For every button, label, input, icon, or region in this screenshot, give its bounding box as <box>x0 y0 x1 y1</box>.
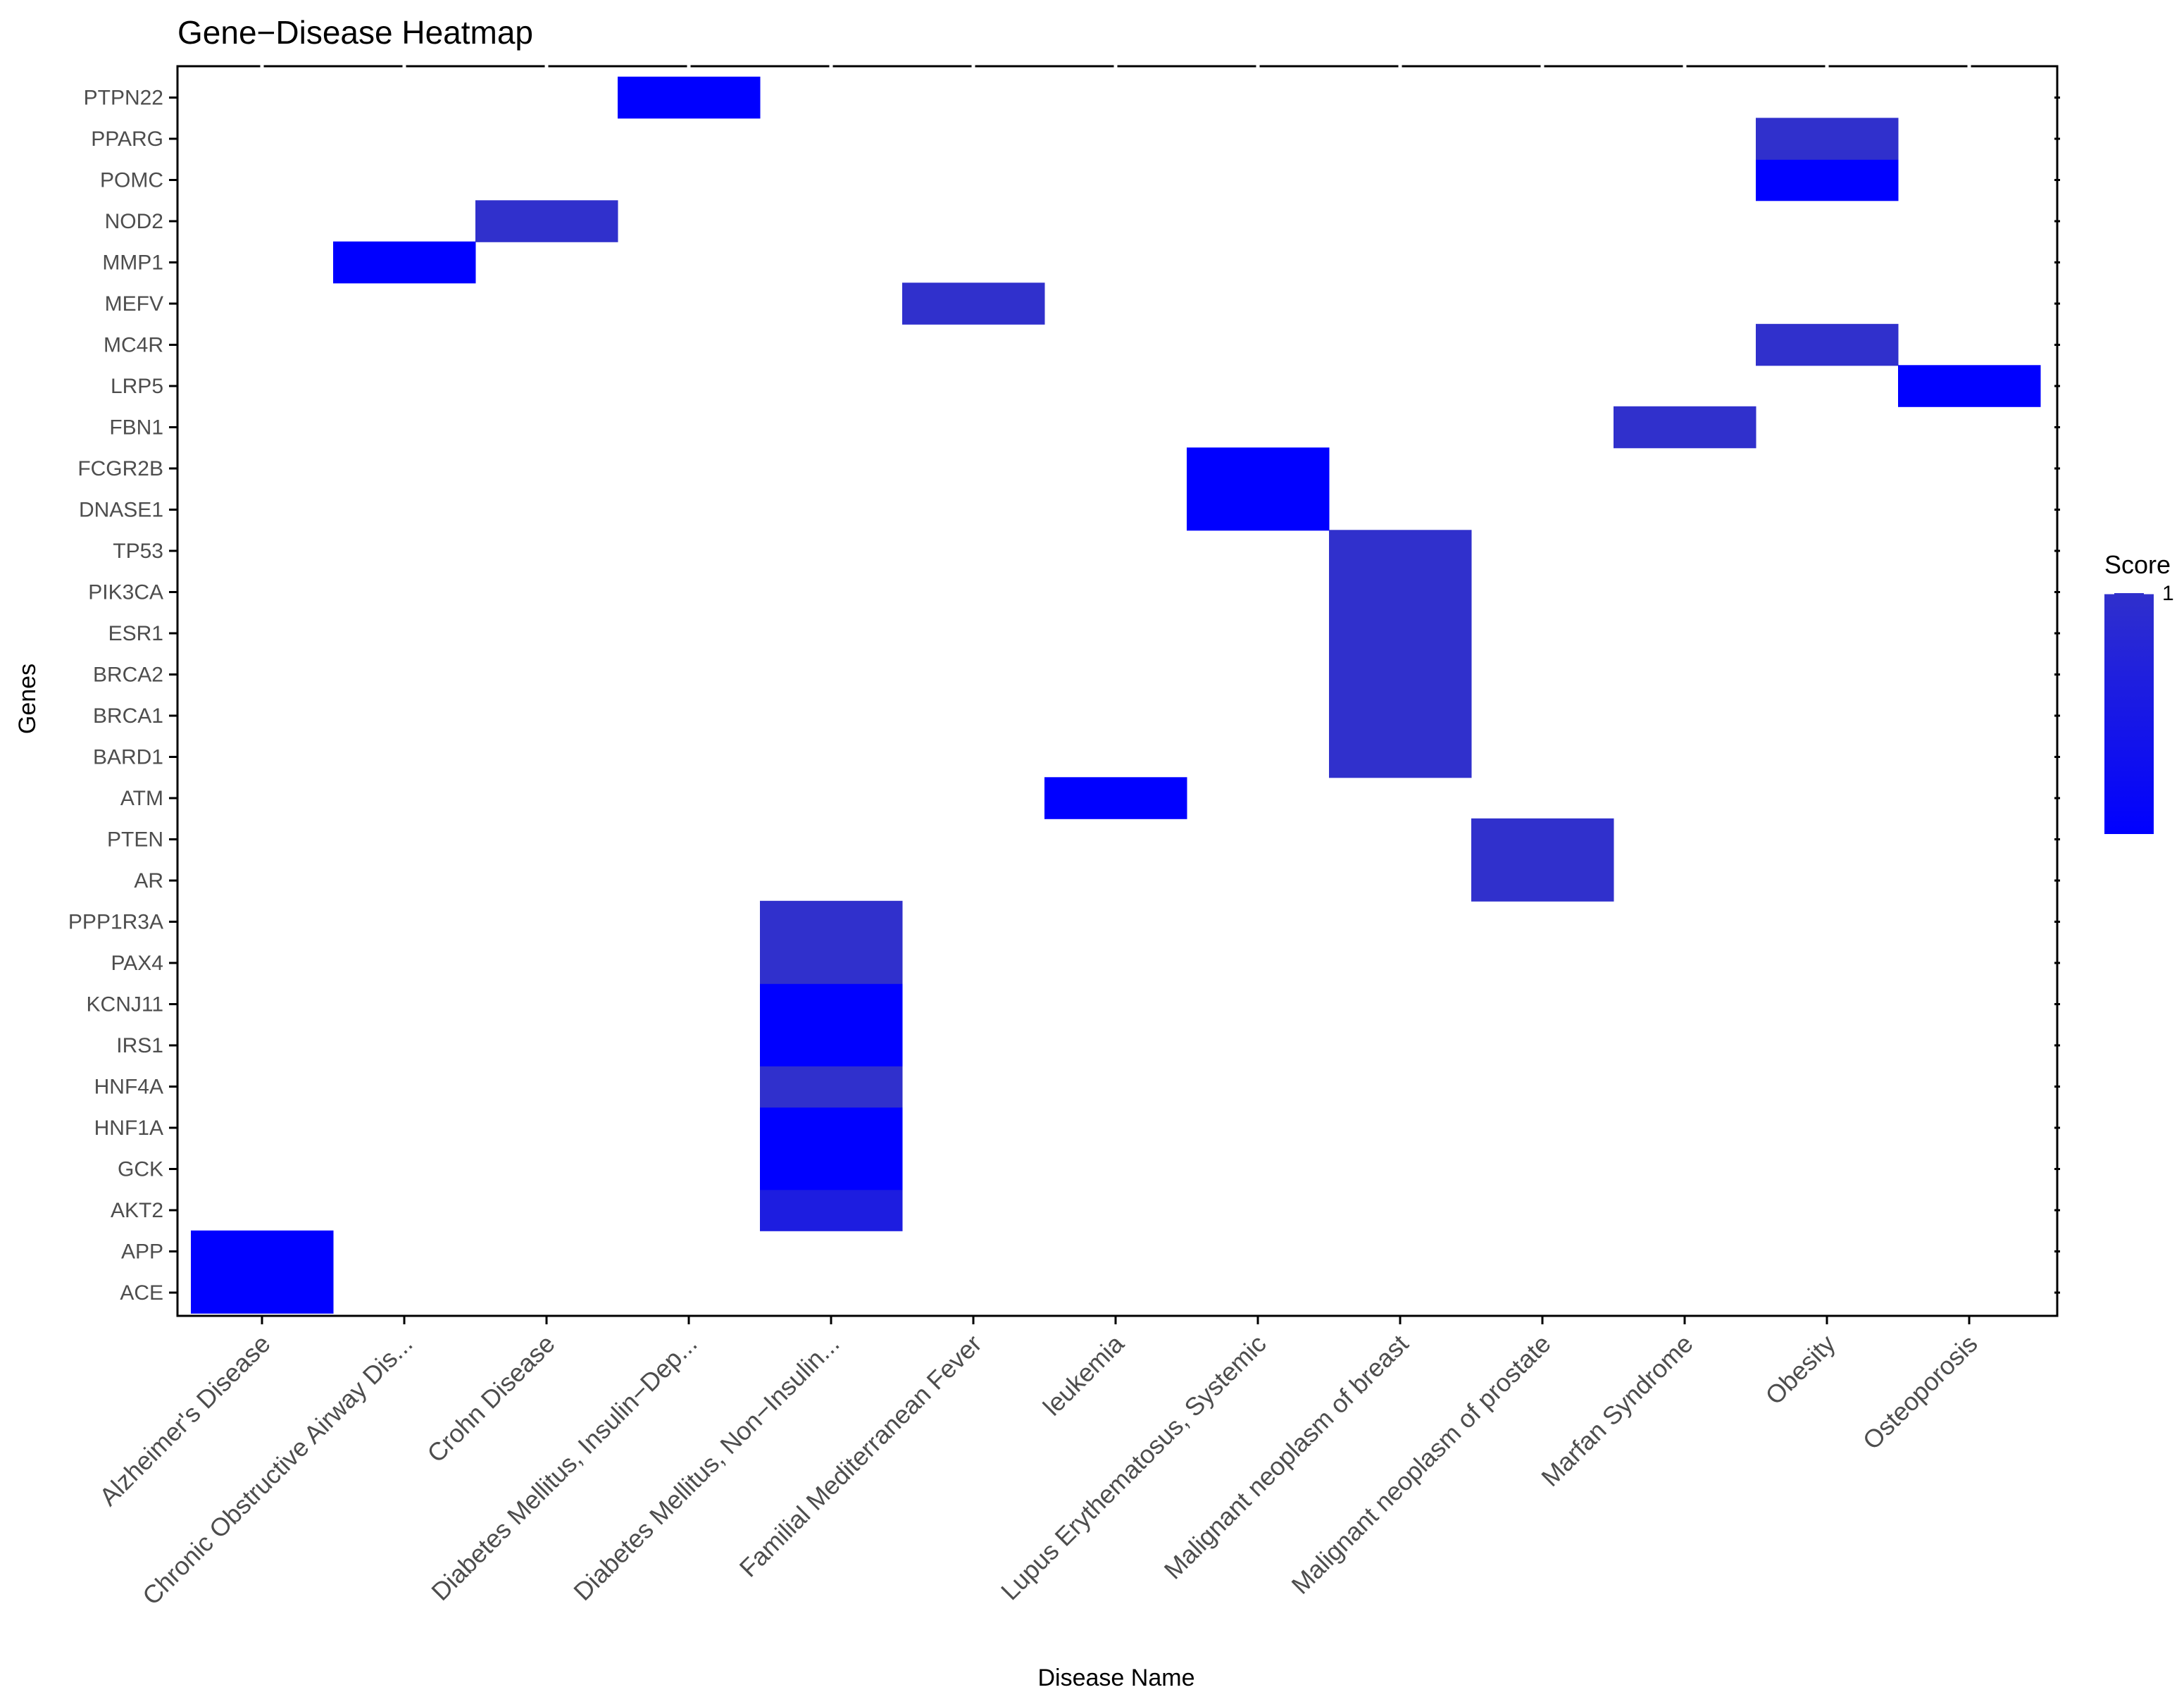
heatmap-cell-pik3ca-malignant-neoplasm-of-breast <box>1329 571 1472 614</box>
y-tick-label-kcnj11: KCNJ11 <box>87 993 163 1016</box>
heatmap-cell-brca2-malignant-neoplasm-of-breast <box>1329 653 1472 696</box>
heatmap-cell-lrp5-osteoporosis <box>1898 365 2041 407</box>
y-tick-label-akt2: AKT2 <box>111 1199 163 1222</box>
y-tick-label-mc4r: MC4R <box>104 334 163 357</box>
y-tick-label-pten: PTEN <box>107 828 163 852</box>
heatmap-cell-ptpn22-diabetes-mellitus-insulin-dep <box>618 76 761 119</box>
legend-colorbar <box>2104 593 2154 834</box>
y-axis-title: Genes <box>14 664 41 734</box>
heatmap-cell-pten-malignant-neoplasm-of-prostate <box>1471 818 1614 861</box>
y-tick-label-hnf4a: HNF4A <box>94 1076 163 1099</box>
y-tick-label-ar: AR <box>134 869 163 893</box>
heatmap-cell-ace-alzheimer-s-disease <box>191 1271 334 1314</box>
y-tick-label-brca2: BRCA2 <box>93 664 163 687</box>
y-tick-label-brca1: BRCA1 <box>93 704 163 728</box>
y-tick-label-mmp1: MMP1 <box>102 251 163 275</box>
y-tick-label-ppp1r3a: PPP1R3A <box>68 911 163 934</box>
y-tick-label-fbn1: FBN1 <box>109 416 163 440</box>
heatmap-cell-mefv-familial-mediterranean-fever <box>902 282 1045 325</box>
heatmap-cell-mc4r-obesity <box>1756 323 1899 366</box>
heatmap-cell-pparg-obesity <box>1756 118 1899 160</box>
y-tick-label-ace: ACE <box>120 1281 163 1305</box>
heatmap-cell-esr1-malignant-neoplasm-of-breast <box>1329 612 1472 654</box>
heatmap-cell-akt2-diabetes-mellitus-non-insulin <box>760 1189 903 1231</box>
heatmap-cell-kcnj11-diabetes-mellitus-non-insulin <box>760 983 903 1026</box>
heatmap-cell-fbn1-marfan-syndrome <box>1614 406 1756 449</box>
heatmap-cells <box>191 76 2041 1314</box>
chart-title: Gene−Disease Heatmap <box>177 14 533 51</box>
heatmap-cell-hnf1a-diabetes-mellitus-non-insulin <box>760 1107 903 1149</box>
y-tick-label-lrp5: LRP5 <box>111 375 163 398</box>
y-axis: ACE APP AKT2 GCK HNF1A HNF4A IRS1 KCNJ11 PAX4 PPP… <box>68 87 2060 1305</box>
y-tick-label-fcgr2b: FCGR2B <box>77 457 163 480</box>
legend: Score 1 <box>2104 550 2174 834</box>
y-tick-label-esr1: ESR1 <box>108 622 163 645</box>
heatmap-cell-hnf4a-diabetes-mellitus-non-insulin <box>760 1065 903 1108</box>
heatmap-cell-bard1-malignant-neoplasm-of-breast <box>1329 735 1472 778</box>
y-tick-label-pparg: PPARG <box>91 128 163 151</box>
y-tick-label-pomc: POMC <box>100 169 163 192</box>
y-tick-label-gck: GCK <box>118 1158 163 1181</box>
y-tick-label-dnase1: DNASE1 <box>79 499 163 522</box>
heatmap-cell-tp53-malignant-neoplasm-of-breast <box>1329 530 1472 572</box>
heatmap-cell-ar-malignant-neoplasm-of-prostate <box>1471 859 1614 902</box>
y-tick-label-pax4: PAX4 <box>111 952 164 975</box>
legend-title: Score <box>2104 550 2171 579</box>
heatmap-cell-pax4-diabetes-mellitus-non-insulin <box>760 942 903 984</box>
x-axis-title: Disease Name <box>1038 1665 1195 1691</box>
y-tick-label-atm: ATM <box>120 787 163 810</box>
heatmap-cell-mmp1-chronic-obstructive-airway-dis <box>333 241 476 284</box>
y-tick-label-mefv: MEFV <box>105 292 163 316</box>
heatmap-cell-irs1-diabetes-mellitus-non-insulin <box>760 1024 903 1066</box>
y-tick-label-ptpn22: PTPN22 <box>84 87 163 110</box>
heatmap-cell-atm-leukemia <box>1044 777 1187 819</box>
heatmap-cell-dnase1-lupus-erythematosus-systemic <box>1187 488 1330 531</box>
y-tick-label-irs1: IRS1 <box>116 1034 163 1057</box>
heatmap-cell-brca1-malignant-neoplasm-of-breast <box>1329 695 1472 737</box>
heatmap-cell-gck-diabetes-mellitus-non-insulin <box>760 1148 903 1190</box>
heatmap-cell-ppp1r3a-diabetes-mellitus-non-insulin <box>760 900 903 943</box>
y-tick-label-nod2: NOD2 <box>105 210 163 233</box>
y-tick-label-tp53: TP53 <box>113 540 163 563</box>
y-tick-label-hnf1a: HNF1A <box>94 1117 163 1140</box>
legend-tick-label: 1 <box>2162 582 2174 605</box>
heatmap-cell-fcgr2b-lupus-erythematosus-systemic <box>1187 447 1330 490</box>
heatmap-cell-pomc-obesity <box>1756 158 1899 201</box>
y-tick-label-pik3ca: PIK3CA <box>88 581 163 604</box>
y-tick-label-bard1: BARD1 <box>93 746 163 769</box>
y-tick-label-app: APP <box>121 1240 163 1264</box>
heatmap-cell-app-alzheimer-s-disease <box>191 1230 334 1273</box>
heatmap-cell-nod2-crohn-disease <box>475 200 618 242</box>
